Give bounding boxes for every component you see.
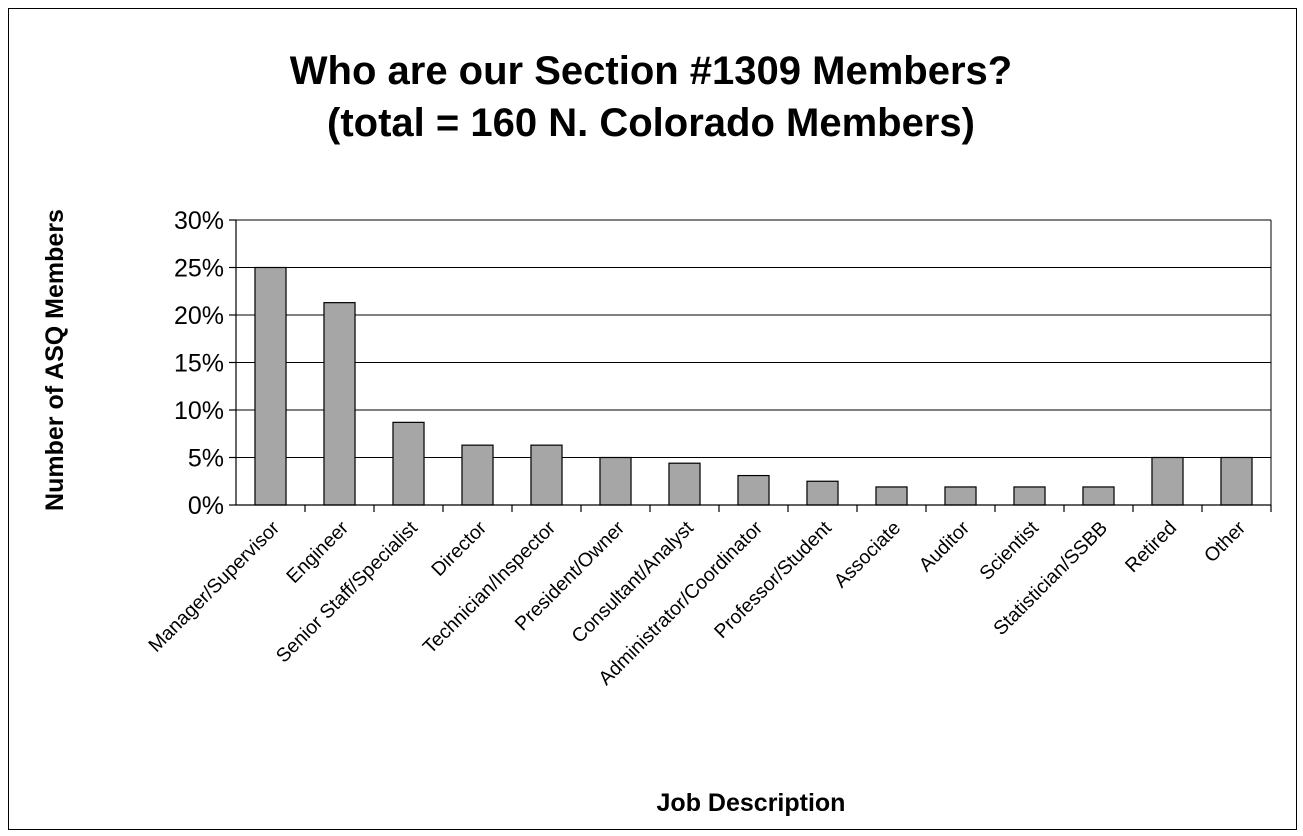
y-axis-title: Number of ASQ Members bbox=[41, 209, 69, 511]
gridlines bbox=[236, 219, 1271, 458]
x-tick-label: Retired bbox=[1121, 517, 1181, 577]
bar bbox=[668, 462, 701, 506]
y-tick-label: 0% bbox=[188, 492, 224, 520]
y-tick-label: 30% bbox=[174, 207, 224, 235]
x-tick-label: Consultant/Analyst bbox=[568, 517, 699, 648]
x-tick-label: Director bbox=[427, 517, 491, 581]
chart-title-line-1: Who are our Section #1309 Members? bbox=[290, 49, 1012, 93]
bars bbox=[254, 266, 1253, 506]
bar bbox=[806, 480, 839, 506]
y-tick-label: 10% bbox=[174, 397, 224, 425]
bar bbox=[323, 302, 356, 506]
chart-title-line-2: (total = 160 N. Colorado Members) bbox=[327, 101, 975, 145]
x-tick-label: Manager/Supervisor bbox=[144, 517, 284, 657]
y-tick-label: 15% bbox=[174, 350, 224, 378]
y-tick-label: 20% bbox=[174, 302, 224, 330]
bar bbox=[599, 456, 632, 506]
bar bbox=[461, 444, 494, 506]
y-tick-label: 5% bbox=[188, 445, 224, 473]
axes bbox=[229, 219, 1272, 512]
bar bbox=[1013, 486, 1046, 506]
x-tick-label: Other bbox=[1200, 517, 1250, 567]
bar bbox=[392, 421, 425, 506]
bar bbox=[737, 474, 770, 506]
bar bbox=[1082, 486, 1115, 506]
bar bbox=[1151, 456, 1184, 506]
bar bbox=[254, 266, 287, 506]
x-tick-label: Senior Staff/Specialist bbox=[272, 517, 423, 668]
bar bbox=[875, 486, 908, 506]
x-axis-title: Job Description bbox=[657, 789, 846, 817]
y-tick-labels: 0% 5% 10% 15% 20% 25% 30% bbox=[174, 207, 224, 520]
x-tick-label: Scientist bbox=[975, 517, 1043, 585]
bar bbox=[1220, 456, 1253, 506]
bar bbox=[530, 444, 563, 506]
x-tick-label: Professor/Student bbox=[710, 517, 836, 643]
x-tick-label: Statistician/SSBB bbox=[989, 517, 1112, 640]
x-tick-label: Associate bbox=[830, 517, 905, 592]
y-tick-label: 25% bbox=[174, 255, 224, 283]
x-tick-label: Auditor bbox=[915, 517, 975, 577]
x-tick-label: Technician/Inspector bbox=[419, 517, 561, 659]
x-tick-label: Engineer bbox=[282, 517, 353, 588]
bar bbox=[944, 486, 977, 506]
chart-frame bbox=[8, 8, 1297, 830]
